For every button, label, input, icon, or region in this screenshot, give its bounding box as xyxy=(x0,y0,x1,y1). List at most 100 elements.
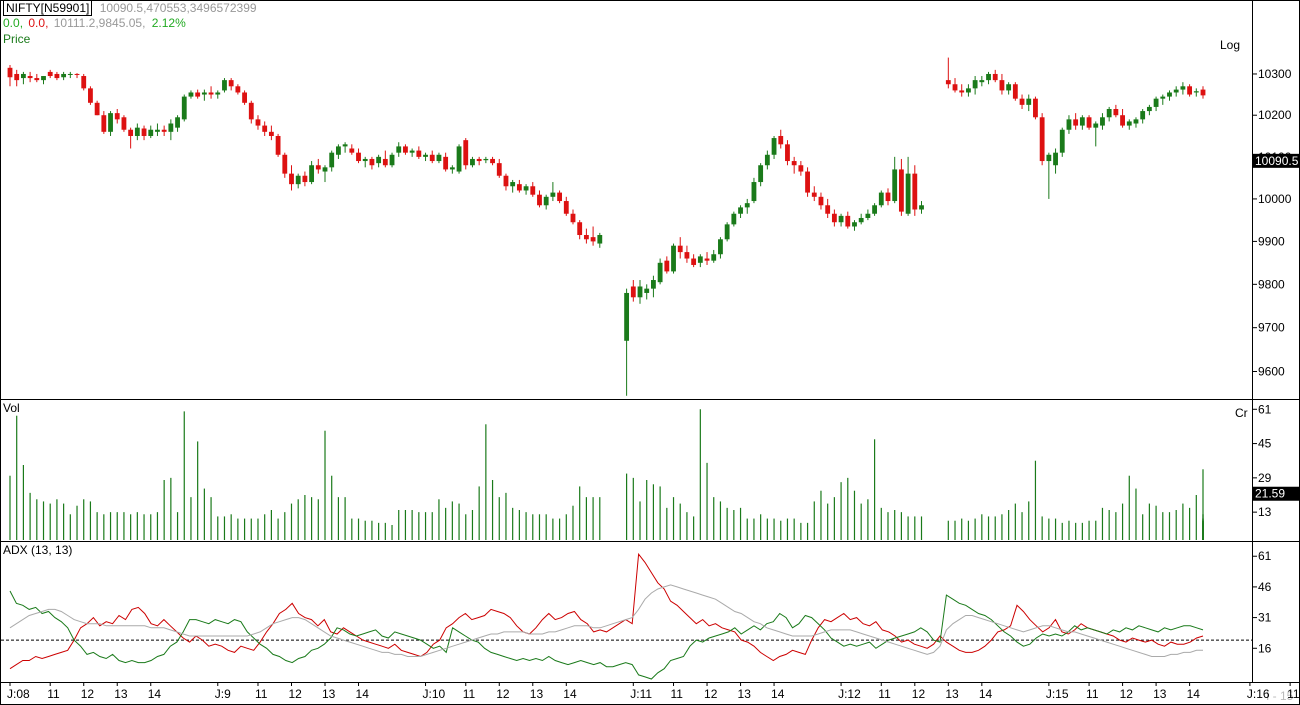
candle-body xyxy=(872,205,878,214)
candle-body xyxy=(255,119,261,126)
candle-body xyxy=(490,158,495,164)
adx-line xyxy=(9,584,1203,657)
candle-body xyxy=(1073,119,1079,126)
x-axis-tick-label: 11 xyxy=(255,687,268,701)
x-axis-tick-label: 12 xyxy=(496,687,510,701)
x-axis-tick-label: J:11 xyxy=(630,687,652,701)
candle-body xyxy=(711,254,717,261)
candle-body xyxy=(537,194,542,206)
candle-body xyxy=(222,80,227,91)
candle-body xyxy=(959,90,965,93)
candle-body xyxy=(74,73,80,75)
candle-body xyxy=(61,73,67,78)
candle-body xyxy=(1167,92,1172,97)
volume-y-tick-label: 29 xyxy=(1258,471,1272,485)
adx-y-tick-label: 31 xyxy=(1258,611,1272,625)
candle-body xyxy=(1193,91,1199,93)
candle-body xyxy=(242,92,247,103)
candle-body xyxy=(845,215,851,227)
volume-y-tick-label: 61 xyxy=(1258,402,1272,416)
candle-body xyxy=(637,286,643,298)
volume-y-tick-label: 45 xyxy=(1258,437,1272,451)
candle-body xyxy=(248,102,254,120)
candle-body xyxy=(885,192,891,202)
candle-body xyxy=(624,292,630,341)
candle-body xyxy=(811,192,817,197)
x-axis-tick-label: J:15 xyxy=(1046,687,1069,701)
candle-body xyxy=(1100,117,1105,126)
candle-body xyxy=(516,184,522,191)
x-axis-tick-label: 11 xyxy=(1086,687,1099,701)
candle-body xyxy=(282,154,288,174)
candle-body xyxy=(289,173,294,185)
candle-body xyxy=(27,76,33,79)
candle-body xyxy=(322,167,328,172)
candle-body xyxy=(268,131,274,136)
x-axis-tick-label: 11 xyxy=(463,687,476,701)
candle-body xyxy=(7,67,13,78)
candle-body xyxy=(41,76,46,81)
candle-body xyxy=(67,73,73,75)
candle-body xyxy=(195,92,201,97)
candle-body xyxy=(831,213,837,223)
candle-body xyxy=(275,135,281,155)
candle-body xyxy=(523,186,529,191)
candle-body xyxy=(651,280,656,289)
x-axis-tick-label: 13 xyxy=(738,687,752,701)
candle-body xyxy=(201,92,207,95)
x-axis-tick-label: 12 xyxy=(704,687,718,701)
candle-body xyxy=(583,235,589,240)
change-value-a: 0.0 xyxy=(3,16,20,30)
x-axis-tick-label: 11 xyxy=(878,687,891,701)
candle-body xyxy=(315,165,321,170)
candle-body xyxy=(34,78,40,81)
candle-body xyxy=(181,96,187,120)
x-axis-tick-label: 14 xyxy=(563,687,577,701)
candle-body xyxy=(409,150,415,153)
candle-body xyxy=(369,158,375,166)
candle-body xyxy=(134,127,140,136)
candle-body xyxy=(630,286,636,298)
header-line-2: 0.0, 0.0, 10111.2,9845.05, 2.12% xyxy=(3,16,186,30)
candle-body xyxy=(945,80,951,85)
candle-body xyxy=(898,169,904,212)
candle-body xyxy=(1053,152,1058,166)
candle-body xyxy=(228,80,234,87)
candle-body xyxy=(108,113,113,132)
candle-body xyxy=(81,76,87,89)
candle-body xyxy=(235,86,241,93)
candle-body xyxy=(389,154,395,166)
candle-body xyxy=(758,165,764,183)
price-y-tick-label: 9900 xyxy=(1258,234,1285,248)
last-volume-box xyxy=(1253,486,1299,501)
candle-body xyxy=(47,71,53,77)
candle-body xyxy=(731,213,737,225)
candle-body xyxy=(992,73,998,81)
candle-body xyxy=(764,154,770,166)
candle-body xyxy=(148,129,154,136)
candle-body xyxy=(543,196,549,206)
candle-body xyxy=(483,158,489,161)
adx-plus-di-line xyxy=(9,552,1204,670)
candle-body xyxy=(128,129,134,136)
x-axis-tick-label: J:08 xyxy=(7,687,30,701)
candle-body xyxy=(1026,98,1032,105)
candle-body xyxy=(858,217,864,223)
candle-body xyxy=(1120,115,1125,126)
candle-body xyxy=(691,258,697,265)
price-y-tick-label: 9600 xyxy=(1258,364,1285,378)
candle-body xyxy=(496,163,502,176)
x-axis-tick-label: 14 xyxy=(979,687,993,701)
candle-body xyxy=(262,125,268,132)
candle-body xyxy=(1093,123,1099,128)
x-axis-tick-label: 13 xyxy=(1153,687,1167,701)
candle-body xyxy=(644,288,650,293)
volume-y-tick-label: 13 xyxy=(1258,505,1272,519)
candle-body xyxy=(718,239,723,255)
readout-text: 10090.5,470553,3496572399 xyxy=(99,1,257,15)
volume-panel-title: Vol xyxy=(3,401,20,415)
x-axis-tick-label: 12 xyxy=(288,687,302,701)
candle-body xyxy=(456,146,462,172)
